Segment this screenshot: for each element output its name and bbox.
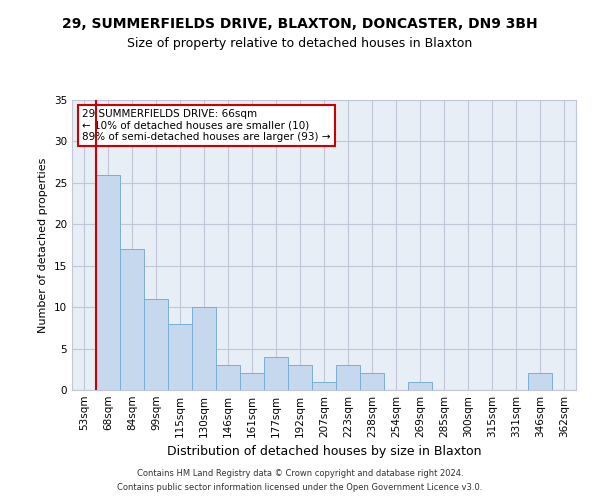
Bar	[528, 374, 552, 390]
Bar	[288, 365, 312, 390]
Bar	[144, 299, 168, 390]
Bar	[168, 324, 192, 390]
X-axis label: Distribution of detached houses by size in Blaxton: Distribution of detached houses by size …	[167, 446, 481, 458]
Bar	[312, 382, 336, 390]
Text: Contains public sector information licensed under the Open Government Licence v3: Contains public sector information licen…	[118, 484, 482, 492]
Text: Contains HM Land Registry data © Crown copyright and database right 2024.: Contains HM Land Registry data © Crown c…	[137, 468, 463, 477]
Bar	[120, 249, 144, 390]
Bar	[96, 174, 120, 390]
Text: 29, SUMMERFIELDS DRIVE, BLAXTON, DONCASTER, DN9 3BH: 29, SUMMERFIELDS DRIVE, BLAXTON, DONCAST…	[62, 18, 538, 32]
Y-axis label: Number of detached properties: Number of detached properties	[38, 158, 49, 332]
Bar	[360, 374, 384, 390]
Bar	[264, 357, 288, 390]
Bar	[192, 307, 216, 390]
Bar	[240, 374, 264, 390]
Bar	[336, 365, 360, 390]
Bar	[408, 382, 432, 390]
Text: Size of property relative to detached houses in Blaxton: Size of property relative to detached ho…	[127, 38, 473, 51]
Bar	[216, 365, 240, 390]
Text: 29 SUMMERFIELDS DRIVE: 66sqm
← 10% of detached houses are smaller (10)
89% of se: 29 SUMMERFIELDS DRIVE: 66sqm ← 10% of de…	[82, 108, 331, 142]
